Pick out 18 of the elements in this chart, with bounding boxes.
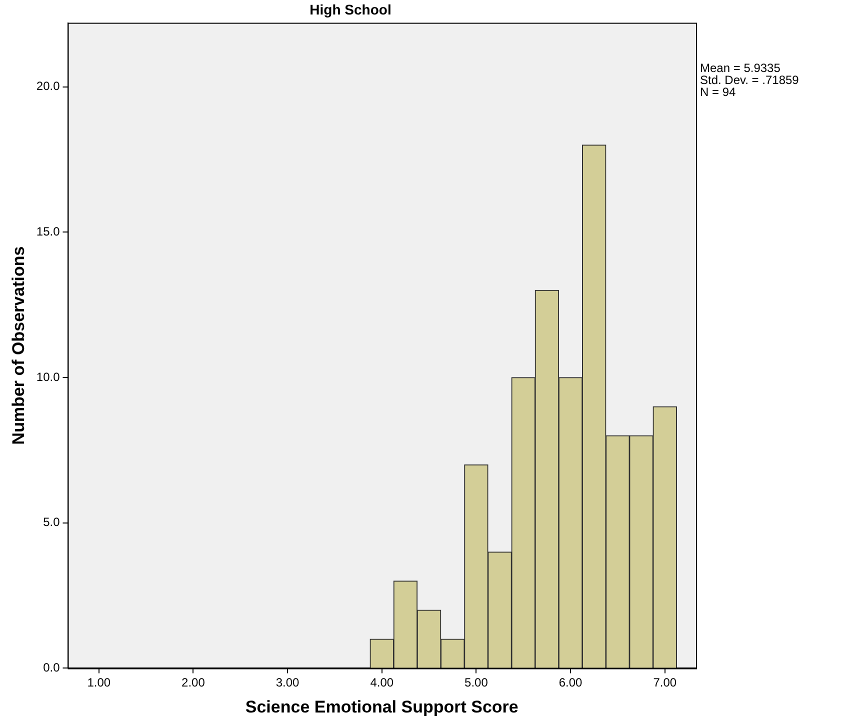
text: N = 94 — [700, 85, 737, 99]
y-tick-label: 15.0 — [36, 224, 60, 238]
chart-title: High School — [310, 1, 392, 18]
x-tick-label: 1.00 — [87, 676, 111, 690]
x-axis-title: Science Emotional Support Score — [245, 697, 518, 716]
y-tick-label: 0.0 — [43, 660, 60, 675]
y-axis-title: Number of Observations — [8, 246, 28, 445]
x-tick-label: 4.00 — [370, 676, 394, 690]
x-tick-label: 7.00 — [653, 676, 677, 690]
text: Std. Dev. = .71859 — [700, 73, 799, 87]
x-tick-label: 3.00 — [276, 676, 300, 690]
text: Mean = 5.9335 — [700, 61, 782, 75]
y-tick-label: 10.0 — [36, 370, 60, 384]
x-tick-label: 2.00 — [182, 676, 206, 690]
y-tick-label: 5.0 — [43, 515, 60, 530]
x-tick-label: 6.00 — [558, 676, 583, 690]
y-tick-label: 20.0 — [36, 79, 60, 94]
x-tick-label: 5.00 — [464, 676, 488, 690]
